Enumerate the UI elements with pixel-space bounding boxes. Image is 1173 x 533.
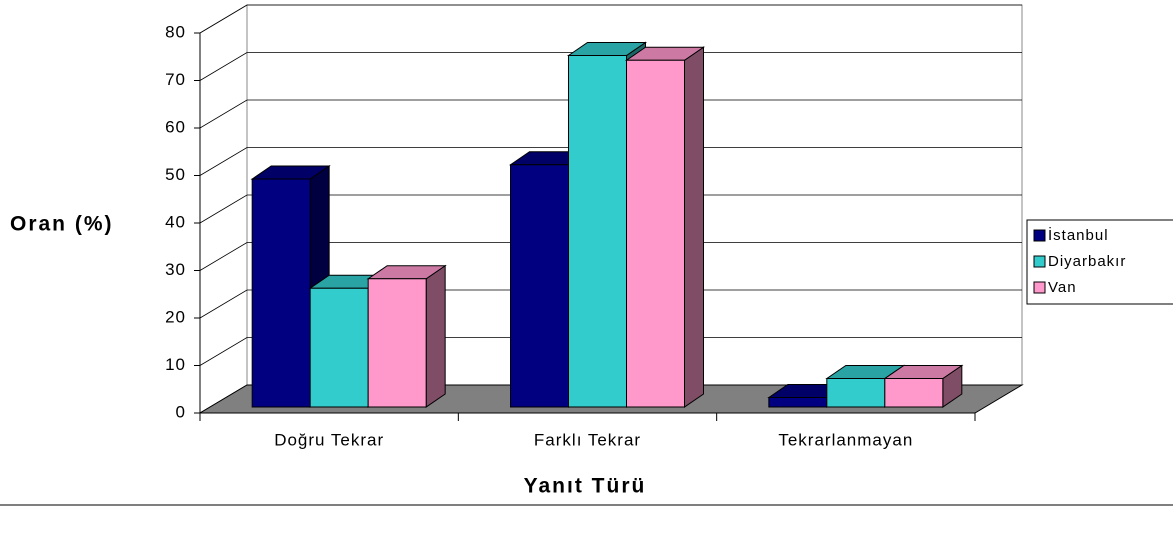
y-tick-label: 60 <box>165 117 186 136</box>
legend-label: İstanbul <box>1048 226 1109 244</box>
legend-swatch <box>1033 229 1046 242</box>
x-tick-label: Doğru Tekrar <box>274 430 384 449</box>
y-axis-label: Oran (%) <box>10 213 114 236</box>
y-tick-label: 70 <box>165 70 186 89</box>
bar-front <box>251 178 311 408</box>
y-tick-label: 80 <box>165 22 186 41</box>
y-tick-label: 20 <box>165 307 186 326</box>
legend-swatch <box>1033 255 1046 268</box>
y-tick-label: 30 <box>165 260 186 279</box>
grid-line <box>199 194 1022 224</box>
x-axis-label: Yanıt Türü <box>524 475 647 498</box>
legend-label: Van <box>1048 279 1077 296</box>
x-tick-label: Tekrarlanmayan <box>778 430 913 449</box>
bar-front <box>768 397 828 408</box>
bar-front <box>884 378 944 408</box>
bar <box>624 46 706 408</box>
bar-front <box>510 164 569 408</box>
bar-front <box>826 378 886 408</box>
grid-line <box>199 242 1022 271</box>
grid-line <box>199 52 1022 81</box>
grid-line <box>199 337 1022 366</box>
bar-side <box>684 46 704 408</box>
bar <box>366 264 447 408</box>
x-tick-label: Farklı Tekrar <box>534 430 641 449</box>
y-tick-label: 0 <box>176 402 186 421</box>
grid-line <box>199 289 1022 319</box>
bar <box>883 364 964 408</box>
bar-side <box>425 264 446 408</box>
legend-box <box>1026 219 1173 305</box>
grid-line <box>199 4 1022 34</box>
y-tick-label: 40 <box>165 212 186 231</box>
grid-line <box>199 147 1022 176</box>
bar-front <box>568 55 627 408</box>
y-tick-label: 10 <box>165 355 186 374</box>
bar-front <box>626 59 685 408</box>
bar-front <box>367 278 427 408</box>
grid-line <box>199 99 1022 129</box>
bar-front <box>309 287 369 408</box>
legend-swatch <box>1033 281 1046 294</box>
y-tick-label: 50 <box>165 165 186 184</box>
bar <box>250 165 331 408</box>
legend-label: Diyarbakır <box>1048 253 1126 270</box>
